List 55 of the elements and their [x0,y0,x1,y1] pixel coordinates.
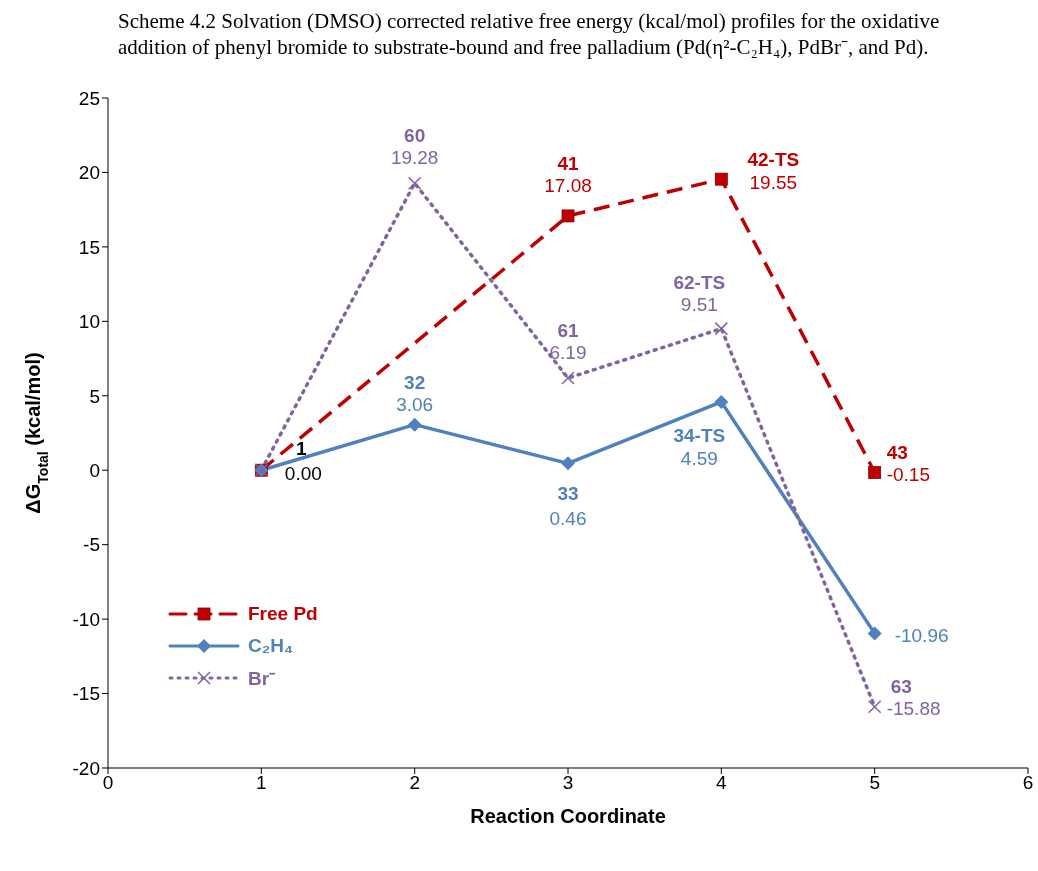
y-tick-label: -20 [72,757,100,779]
annotation: 61 [557,319,579,341]
y-tick-label: 25 [78,87,100,109]
data-label: -15.88 [886,698,941,720]
annotation: 33 [557,482,579,504]
annotation: 0.00 [284,462,322,484]
y-tick-label: -15 [72,683,100,705]
point [561,456,575,471]
y-tick-label: 20 [78,162,100,184]
annotation: 1 [296,437,308,459]
annotation: 41 [557,153,579,175]
x-tick-label: 1 [256,772,267,794]
data-label: 17.08 [544,175,592,197]
point [868,466,882,479]
data-label: 3.06 [396,394,434,416]
x-tick-label: 2 [409,772,420,794]
y-tick-label: 0 [89,459,100,481]
x-tick-label: 4 [716,772,728,794]
data-label: -10.96 [894,624,949,646]
point [561,371,575,385]
annotation: 43 [886,441,908,463]
data-label: 19.55 [749,171,798,193]
point [714,394,729,409]
data-label: 6.19 [549,341,587,363]
x-tick-label: 6 [1022,772,1034,794]
data-label: 19.28 [390,146,439,168]
annotation: 34-TS [673,425,726,447]
annotation: 60 [404,124,426,146]
legend-label: C₂H₄ [248,635,293,657]
annotation: 42-TS [747,148,800,170]
x-tick-label: 3 [562,772,574,794]
y-tick-label: 5 [89,385,100,407]
annotation: 62-TS [673,272,726,294]
y-tick-label: -10 [72,608,100,630]
x-axis-title: Reaction Coordinate [470,805,666,827]
annotation: 63 [890,676,912,698]
annotation: 32 [404,372,426,394]
y-tick-label: -5 [83,534,100,556]
point [714,321,729,336]
point [561,209,575,223]
data-label: -0.15 [886,463,930,485]
chart-title: Scheme 4.2 Solvation (DMSO) corrected relative free energy (kcal/mol) profiles for the oxidative addition of phenyl bromide to substrate-bound and free palladium (Pd(η²-C₂H₄), PdBr⁻, and Pd). [118,8,941,61]
point [714,172,728,186]
legend-label: Free Pd [248,603,318,625]
x-tick-label: 5 [869,772,880,794]
data-label: 4.59 [680,448,718,470]
point [867,699,882,714]
point [407,176,422,190]
y-tick-label: 10 [78,311,100,333]
y-tick-label: 15 [78,236,100,258]
legend-label: Br⁻ [248,667,276,691]
point [867,626,882,641]
data-label: 0.46 [549,507,587,529]
data-label: 9.51 [680,294,718,316]
point [407,417,422,432]
